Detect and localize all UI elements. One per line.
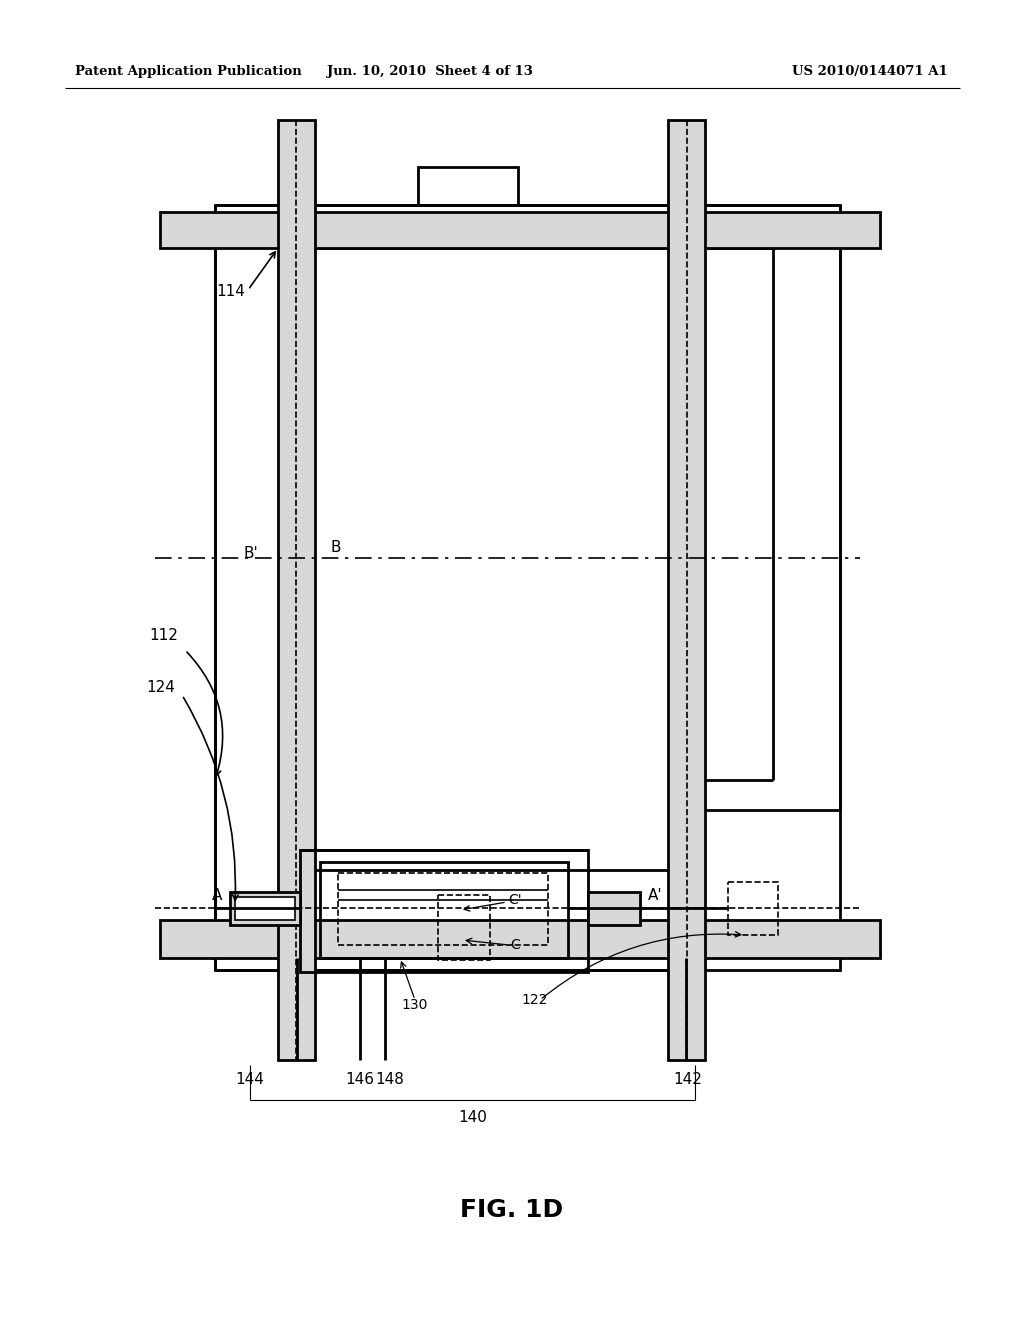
Text: 114: 114 — [216, 285, 245, 300]
Text: FIG. 1D: FIG. 1D — [461, 1199, 563, 1222]
Bar — [230, 892, 300, 925]
Bar — [319, 862, 568, 958]
Bar — [438, 895, 490, 960]
Bar — [338, 873, 548, 945]
Bar — [418, 168, 518, 205]
Bar — [300, 850, 588, 972]
Text: A': A' — [648, 887, 663, 903]
Text: 146: 146 — [345, 1072, 375, 1088]
Text: Patent Application Publication: Patent Application Publication — [75, 66, 302, 78]
Bar — [278, 120, 315, 1060]
Text: A: A — [212, 887, 222, 903]
Text: C: C — [510, 939, 520, 952]
Text: 140: 140 — [458, 1110, 487, 1126]
Text: 130: 130 — [401, 998, 428, 1012]
Bar — [160, 213, 880, 248]
Text: 122: 122 — [522, 993, 548, 1007]
Text: 142: 142 — [674, 1072, 702, 1088]
Text: C': C' — [508, 894, 521, 907]
Bar — [234, 898, 295, 920]
Text: 148: 148 — [376, 1072, 404, 1088]
Text: 112: 112 — [150, 627, 178, 643]
Text: US 2010/0144071 A1: US 2010/0144071 A1 — [793, 66, 948, 78]
Text: 124: 124 — [146, 681, 175, 696]
Bar — [668, 120, 705, 1060]
Text: B: B — [330, 540, 341, 556]
Text: B': B' — [244, 545, 258, 561]
Text: 144: 144 — [236, 1072, 264, 1088]
Text: Jun. 10, 2010  Sheet 4 of 13: Jun. 10, 2010 Sheet 4 of 13 — [327, 66, 532, 78]
Bar — [728, 882, 778, 935]
Bar — [160, 920, 880, 958]
Bar — [588, 892, 640, 925]
Bar — [215, 205, 840, 970]
